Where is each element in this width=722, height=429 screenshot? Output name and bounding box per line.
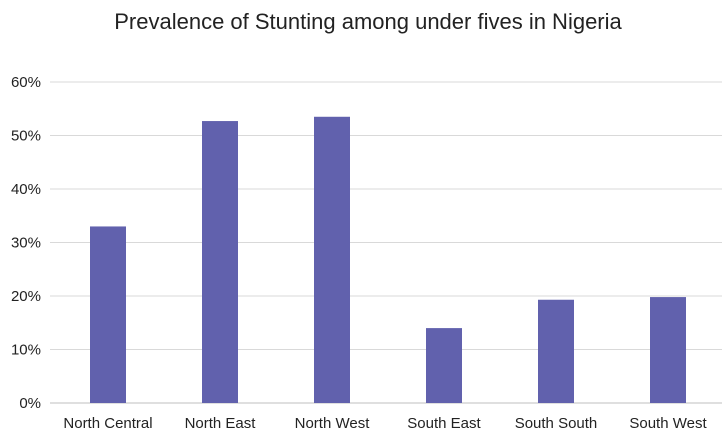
y-tick-label: 10%: [11, 342, 41, 359]
bar: [202, 121, 238, 404]
bars: [90, 116, 686, 404]
y-axis-tick-labels: 0% 10% 20% 30% 40% 50% 60%: [11, 74, 41, 412]
x-category-label: North Central: [63, 415, 152, 429]
gridlines: [50, 81, 722, 404]
y-tick-label: 30%: [11, 235, 41, 252]
chart-title: Prevalence of Stunting among under fives…: [114, 9, 622, 34]
bar: [314, 116, 350, 404]
x-category-label: South East: [407, 415, 481, 429]
x-category-label: North West: [295, 415, 371, 429]
bar: [538, 299, 574, 403]
bar: [650, 297, 686, 403]
y-tick-label: 40%: [11, 181, 41, 198]
y-tick-label: 50%: [11, 128, 41, 145]
y-tick-label: 0%: [19, 395, 41, 412]
x-axis-category-labels: North Central North East North West South E…: [63, 415, 707, 429]
bar: [90, 226, 126, 403]
x-category-label: South South: [515, 415, 598, 429]
y-tick-label: 60%: [11, 74, 41, 91]
bar: [426, 328, 462, 403]
x-category-label: North East: [185, 415, 257, 429]
y-tick-label: 20%: [11, 288, 41, 305]
x-category-label: South West: [629, 415, 707, 429]
